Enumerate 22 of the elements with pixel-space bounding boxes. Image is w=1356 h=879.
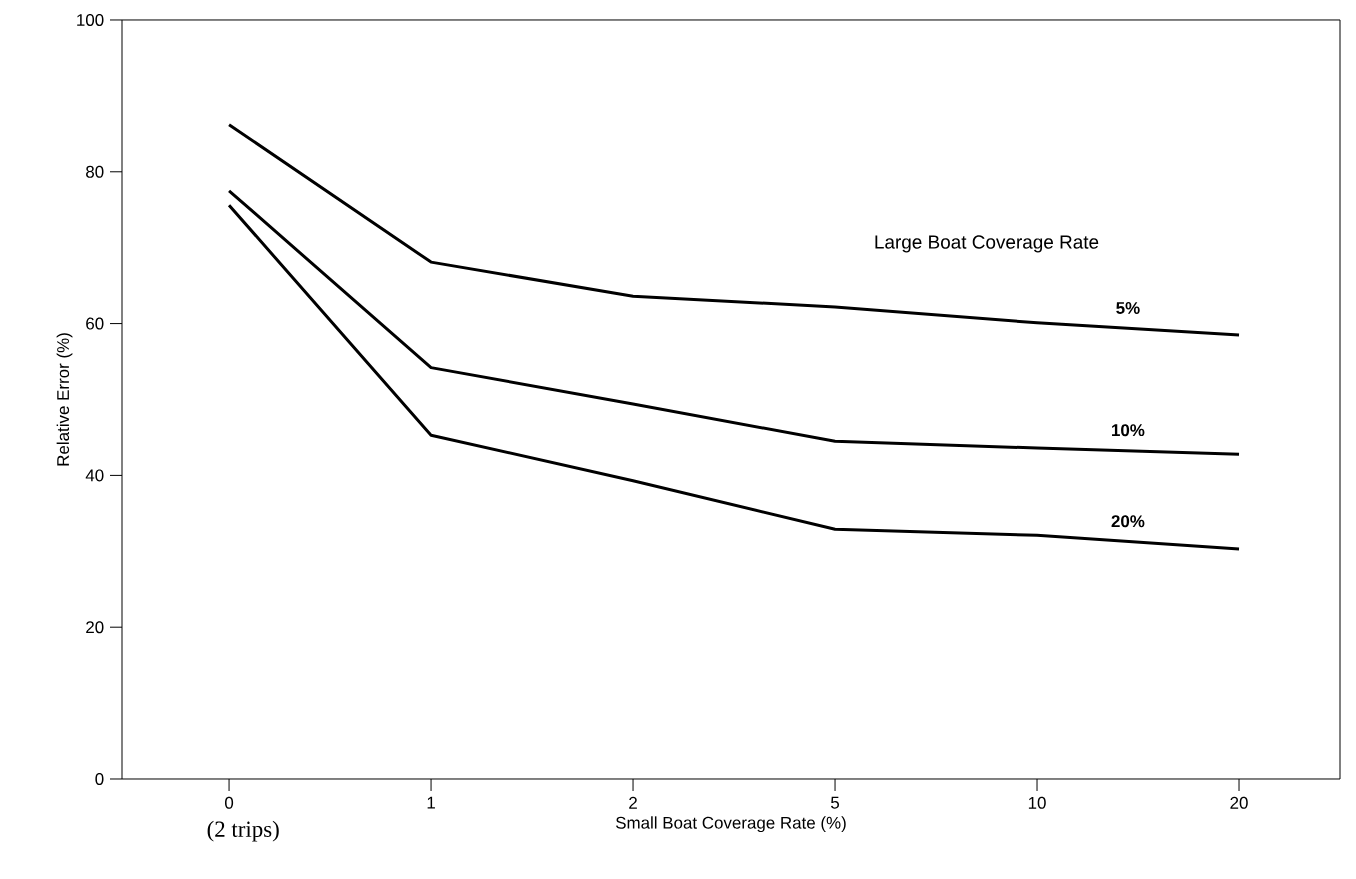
y-tick-label: 100 bbox=[77, 13, 104, 26]
y-tick-label: 40 bbox=[85, 469, 104, 482]
series-label: 20% bbox=[1111, 515, 1145, 528]
x-tick-label: 5 bbox=[830, 796, 840, 809]
series-label: 10% bbox=[1112, 424, 1145, 437]
text: (2 trips) bbox=[207, 820, 279, 842]
x-tick-label: 1 bbox=[427, 796, 435, 809]
y-tick-label: 80 bbox=[86, 165, 104, 178]
x-axis-title: Small Boat Coverage Rate (%) bbox=[615, 816, 846, 833]
x-tick-label: 20 bbox=[1230, 796, 1248, 809]
x-tick-label: 0 bbox=[225, 796, 234, 809]
line-series bbox=[227, 123, 1241, 337]
line-series bbox=[227, 189, 1241, 456]
x-tick-label: 2 bbox=[629, 796, 637, 809]
legend-title: Large Boat Coverage Rate bbox=[875, 235, 1099, 253]
y-tick-label: 20 bbox=[86, 621, 104, 634]
y-tick-label: 0 bbox=[95, 773, 104, 785]
line-series bbox=[227, 203, 1241, 551]
x-tick-label: 10 bbox=[1028, 796, 1046, 809]
y-tick-label: 60 bbox=[86, 317, 104, 330]
series-label: 5% bbox=[1116, 302, 1140, 314]
y-axis-title: Relative Error (%) bbox=[56, 333, 73, 466]
